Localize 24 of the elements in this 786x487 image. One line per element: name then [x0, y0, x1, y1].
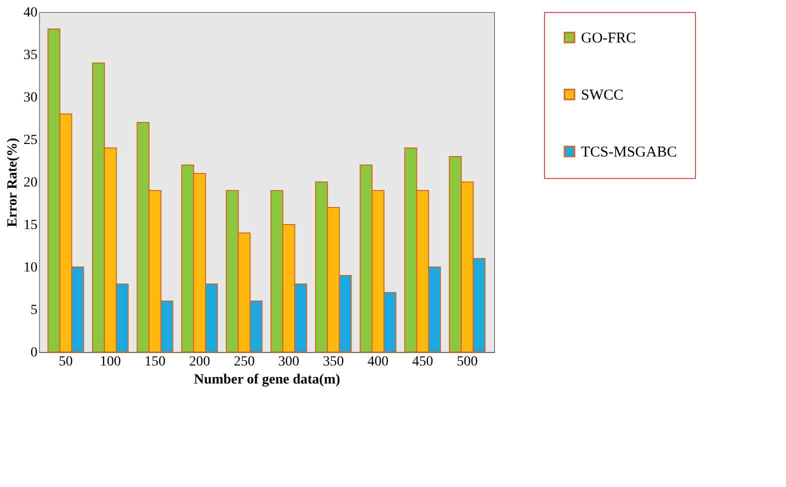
- y-tick-label: 5: [30, 303, 38, 318]
- legend-label: TCS-MSGABC: [581, 144, 677, 160]
- x-tick-label: 50: [58, 354, 73, 370]
- y-axis-title: Error Rate(%): [6, 138, 20, 228]
- x-tick-label: 300: [278, 354, 300, 370]
- y-tick-label: 30: [24, 90, 38, 106]
- legend-label: SWCC: [581, 88, 624, 104]
- y-tick-label: 10: [24, 260, 38, 276]
- x-tick-label: 350: [322, 354, 344, 370]
- y-tick-label: 0: [30, 346, 38, 360]
- y-tick-label: 35: [24, 48, 38, 63]
- x-axis-title: Number of gene data(m): [194, 372, 340, 388]
- x-tick-label: 500: [456, 354, 478, 370]
- legend-label: GO-FRC: [581, 30, 636, 46]
- x-tick-label: 250: [234, 354, 255, 370]
- x-tick-label: 150: [144, 354, 166, 370]
- x-tick-label: 450: [412, 354, 434, 370]
- y-tick-label: 40: [24, 6, 38, 20]
- y-tick-label: 20: [24, 176, 38, 190]
- x-tick-label: 200: [189, 354, 210, 370]
- x-tick-label: 100: [100, 354, 121, 370]
- y-tick-label: 15: [24, 218, 38, 233]
- y-tick-label: 25: [24, 133, 38, 148]
- x-tick-label: 400: [368, 354, 389, 370]
